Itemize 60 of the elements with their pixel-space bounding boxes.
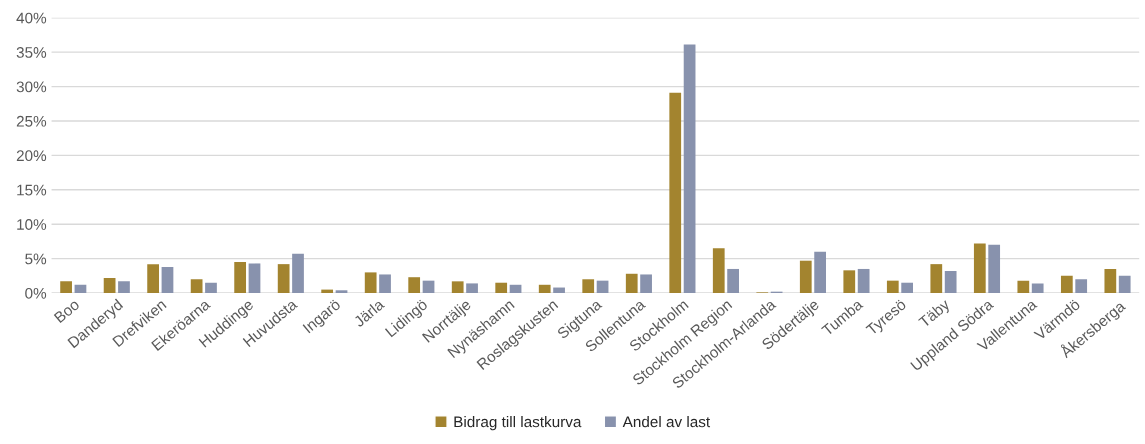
y-tick-label: 25% xyxy=(16,115,47,127)
bar xyxy=(1017,280,1030,294)
bar xyxy=(625,273,638,294)
bar xyxy=(161,266,174,294)
x-tick-label: Järla xyxy=(352,297,386,328)
y-tick-label: 5% xyxy=(25,253,47,265)
bar xyxy=(596,280,609,294)
y-tick-label: 15% xyxy=(17,184,47,196)
bar xyxy=(321,289,334,294)
y-tick-label: 30% xyxy=(16,81,47,93)
bar xyxy=(74,284,87,294)
bar xyxy=(799,260,812,294)
bar xyxy=(669,92,682,294)
bar xyxy=(118,281,130,294)
bar xyxy=(886,280,899,294)
y-tick-label: 10% xyxy=(17,219,47,230)
bar xyxy=(857,268,870,294)
bar xyxy=(379,274,391,294)
bar xyxy=(205,282,217,294)
bar xyxy=(277,264,290,294)
bar xyxy=(234,262,247,294)
bar xyxy=(843,270,856,294)
bar xyxy=(944,271,957,294)
bar xyxy=(422,280,435,294)
bar xyxy=(538,284,551,294)
bar xyxy=(147,264,159,294)
bar xyxy=(1075,279,1088,294)
bar xyxy=(466,283,478,294)
bar xyxy=(509,284,522,294)
bar xyxy=(408,277,421,294)
bar xyxy=(451,281,464,294)
legend-label: Bidrag till lastkurva xyxy=(454,416,582,431)
y-tick-label: 40% xyxy=(16,12,47,24)
y-tick-label: 35% xyxy=(16,47,47,58)
bar xyxy=(1104,268,1117,294)
y-tick-label: 20% xyxy=(16,150,47,162)
bar xyxy=(640,274,652,294)
bar xyxy=(582,279,595,294)
bar xyxy=(683,44,696,294)
y-tick-label: 0% xyxy=(25,287,47,299)
bar xyxy=(292,253,304,294)
bar xyxy=(930,264,943,294)
bar xyxy=(1118,275,1131,294)
bar xyxy=(814,251,826,294)
bar xyxy=(1060,275,1073,294)
bar xyxy=(335,290,348,294)
bar xyxy=(1031,283,1044,294)
bar xyxy=(60,281,72,294)
bar xyxy=(988,244,1001,294)
bar xyxy=(712,248,725,294)
bar xyxy=(364,272,377,294)
bar xyxy=(190,279,203,294)
bar xyxy=(495,282,508,294)
bar xyxy=(553,287,565,294)
bar xyxy=(727,268,739,294)
bar xyxy=(248,263,261,294)
bar xyxy=(973,243,986,294)
bar xyxy=(901,282,914,294)
bar xyxy=(103,277,116,294)
legend-label: Andel av last xyxy=(622,416,711,428)
